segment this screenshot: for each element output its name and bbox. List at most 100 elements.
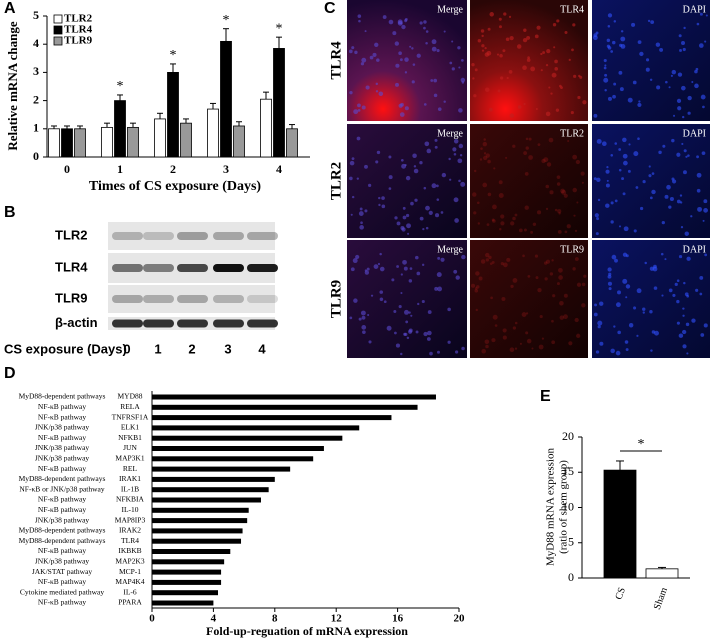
cell-texture: [391, 278, 395, 282]
cell-texture: [492, 314, 498, 320]
cell-texture: [388, 175, 393, 180]
cell-texture: [436, 198, 440, 201]
cell-texture: [676, 279, 680, 282]
cell-texture: [555, 108, 560, 112]
cell-texture: [677, 72, 683, 77]
cell-texture: [403, 266, 408, 271]
cell-texture: [612, 94, 616, 99]
cell-texture: [358, 19, 361, 23]
cell-texture: [493, 167, 496, 170]
gene-label: NFKBIA: [116, 495, 145, 504]
pathway-label: JNK/p38 pathway: [35, 443, 90, 452]
cell-texture: [608, 272, 612, 276]
cell-texture: [572, 187, 578, 193]
micrograph-label: DAPI: [683, 4, 706, 15]
cell-texture: [581, 303, 586, 308]
cell-texture: [559, 315, 565, 320]
cell-texture: [451, 40, 454, 43]
cell-texture: [601, 141, 607, 147]
cell-texture: [546, 162, 552, 167]
cell-texture: [523, 102, 526, 106]
x-tick-label: 8: [272, 613, 278, 625]
cell-texture: [492, 219, 496, 223]
cell-texture: [443, 30, 446, 33]
y-tick-label: 3: [33, 64, 39, 78]
bar: [154, 118, 166, 158]
bar: [152, 446, 324, 451]
cell-texture: [604, 88, 607, 92]
cell-texture: [473, 94, 477, 98]
cell-texture: [637, 137, 640, 140]
cell-texture: [516, 44, 522, 49]
cell-texture: [443, 100, 446, 103]
cell-texture: [503, 12, 507, 16]
error-bar: [183, 118, 189, 124]
cell-texture: [560, 188, 565, 194]
cell-texture: [453, 152, 457, 156]
cell-texture: [541, 158, 546, 164]
cell-texture: [698, 43, 704, 48]
cell-texture: [618, 225, 621, 228]
significance-mark: *: [223, 13, 230, 28]
cell-texture: [567, 139, 570, 143]
cell-texture: [497, 89, 501, 93]
cell-texture: [644, 261, 647, 265]
blot-x-label: CS exposure (Days): [4, 341, 127, 356]
cell-texture: [696, 22, 700, 26]
cell-texture: [554, 208, 558, 212]
x-tick-label: 1: [117, 162, 123, 176]
gene-label: MAP2K3: [115, 557, 144, 566]
cell-texture: [703, 208, 708, 213]
cell-texture: [378, 203, 381, 207]
cell-texture: [593, 177, 597, 181]
cell-texture: [691, 81, 694, 84]
cell-texture: [664, 194, 669, 199]
cell-texture: [661, 294, 664, 297]
cell-texture: [536, 25, 541, 30]
blot-row-label: TLR9: [55, 290, 88, 305]
bar: [152, 466, 291, 472]
cell-texture: [477, 222, 481, 225]
cell-texture: [374, 42, 379, 47]
cell-texture: [382, 15, 387, 19]
cell-texture: [549, 272, 554, 276]
cell-texture: [491, 218, 495, 222]
cell-texture: [383, 300, 387, 304]
cell-texture: [653, 286, 658, 290]
cell-texture: [487, 159, 491, 164]
micrograph-label: Merge: [437, 4, 463, 15]
cell-texture: [670, 74, 673, 77]
blot-band: [143, 232, 174, 240]
cell-texture: [441, 172, 447, 178]
cell-texture: [613, 325, 616, 328]
cell-texture: [651, 172, 655, 175]
bar: [152, 590, 219, 596]
cell-texture: [483, 138, 486, 141]
pathway-label: NF-κB or JNK/p38 pathway: [19, 484, 104, 493]
cell-texture: [676, 152, 681, 157]
cell-texture: [556, 175, 561, 179]
error-bar: [117, 94, 123, 101]
blot-strip: [108, 222, 275, 250]
cell-texture: [683, 281, 686, 285]
cell-texture: [577, 95, 581, 100]
cell-texture: [375, 90, 379, 93]
cell-texture: [400, 226, 405, 231]
cell-texture: [352, 258, 358, 264]
cell-texture: [606, 38, 611, 43]
cell-texture: [551, 340, 556, 345]
bar: [152, 415, 392, 421]
cell-texture: [599, 301, 604, 306]
cell-texture: [419, 21, 423, 25]
cell-texture: [481, 34, 484, 38]
cell-texture: [525, 146, 529, 150]
gene-label: MAP8IP3: [115, 515, 146, 524]
cell-texture: [665, 80, 668, 84]
cell-texture: [398, 103, 403, 108]
row-label: TLR2: [328, 162, 344, 200]
cell-texture: [606, 44, 611, 48]
cell-texture: [409, 267, 413, 270]
cell-texture: [572, 23, 576, 27]
cell-texture: [683, 149, 687, 153]
bar: [152, 507, 249, 513]
